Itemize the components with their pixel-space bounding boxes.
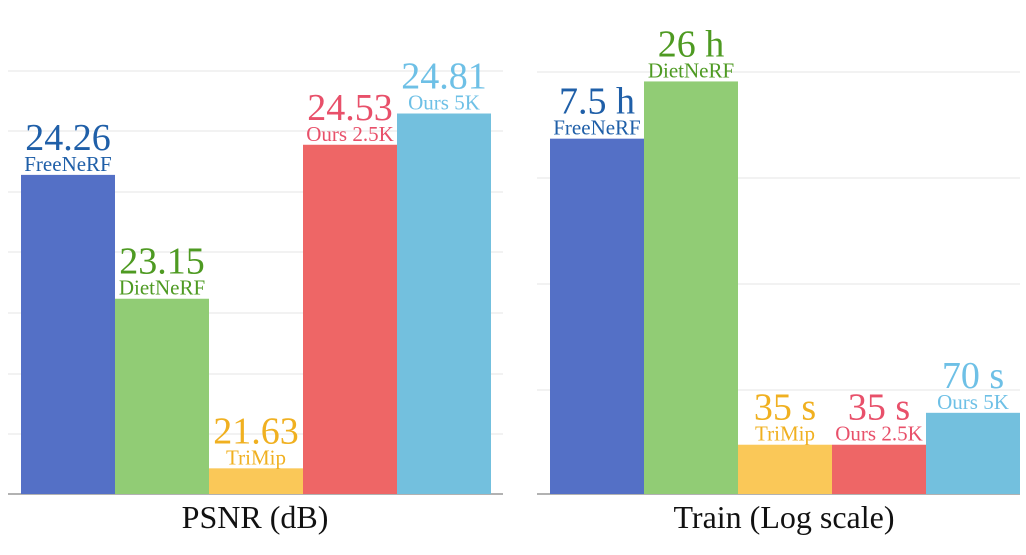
bar-ours-2-5k [832, 444, 926, 494]
train-axis-label: Train (Log scale) [674, 499, 895, 535]
bar-trimip [738, 444, 832, 494]
bar-ours-5k [926, 412, 1020, 494]
category-label-freenerf: FreeNeRF [24, 152, 112, 176]
category-label-ours-5k: Ours 5K [408, 91, 480, 115]
value-label-freenerf: 24.26 [25, 117, 111, 159]
category-label-trimip: TriMip [755, 422, 815, 446]
value-label-ours-2-5k: 24.53 [307, 87, 393, 129]
category-label-ours-2-5k: Ours 2.5K [835, 422, 923, 446]
category-label-ours-5k: Ours 5K [937, 390, 1009, 414]
category-label-dietnerf: DietNeRF [119, 276, 205, 300]
bar-dietnerf [115, 298, 209, 494]
bar-freenerf [21, 174, 115, 494]
psnr-axis-label: PSNR (dB) [182, 499, 329, 535]
bar-dietnerf [644, 81, 738, 494]
value-label-ours-2-5k: 35 s [848, 387, 910, 429]
category-label-trimip: TriMip [226, 445, 286, 469]
category-label-freenerf: FreeNeRF [553, 116, 641, 140]
value-label-trimip: 21.63 [213, 410, 299, 452]
bar-ours-5k [397, 113, 491, 494]
category-label-dietnerf: DietNeRF [648, 58, 734, 82]
bar-trimip [209, 468, 303, 494]
value-label-dietnerf: 26 h [658, 23, 725, 65]
value-label-ours-5k: 24.81 [401, 56, 487, 98]
category-label-ours-2-5k: Ours 2.5K [306, 122, 394, 146]
value-label-dietnerf: 23.15 [119, 241, 205, 283]
value-label-ours-5k: 70 s [942, 355, 1004, 397]
bar-ours-2-5k [303, 144, 397, 495]
bar-freenerf [550, 138, 644, 495]
value-label-freenerf: 7.5 h [559, 81, 635, 123]
value-label-trimip: 35 s [754, 387, 816, 429]
